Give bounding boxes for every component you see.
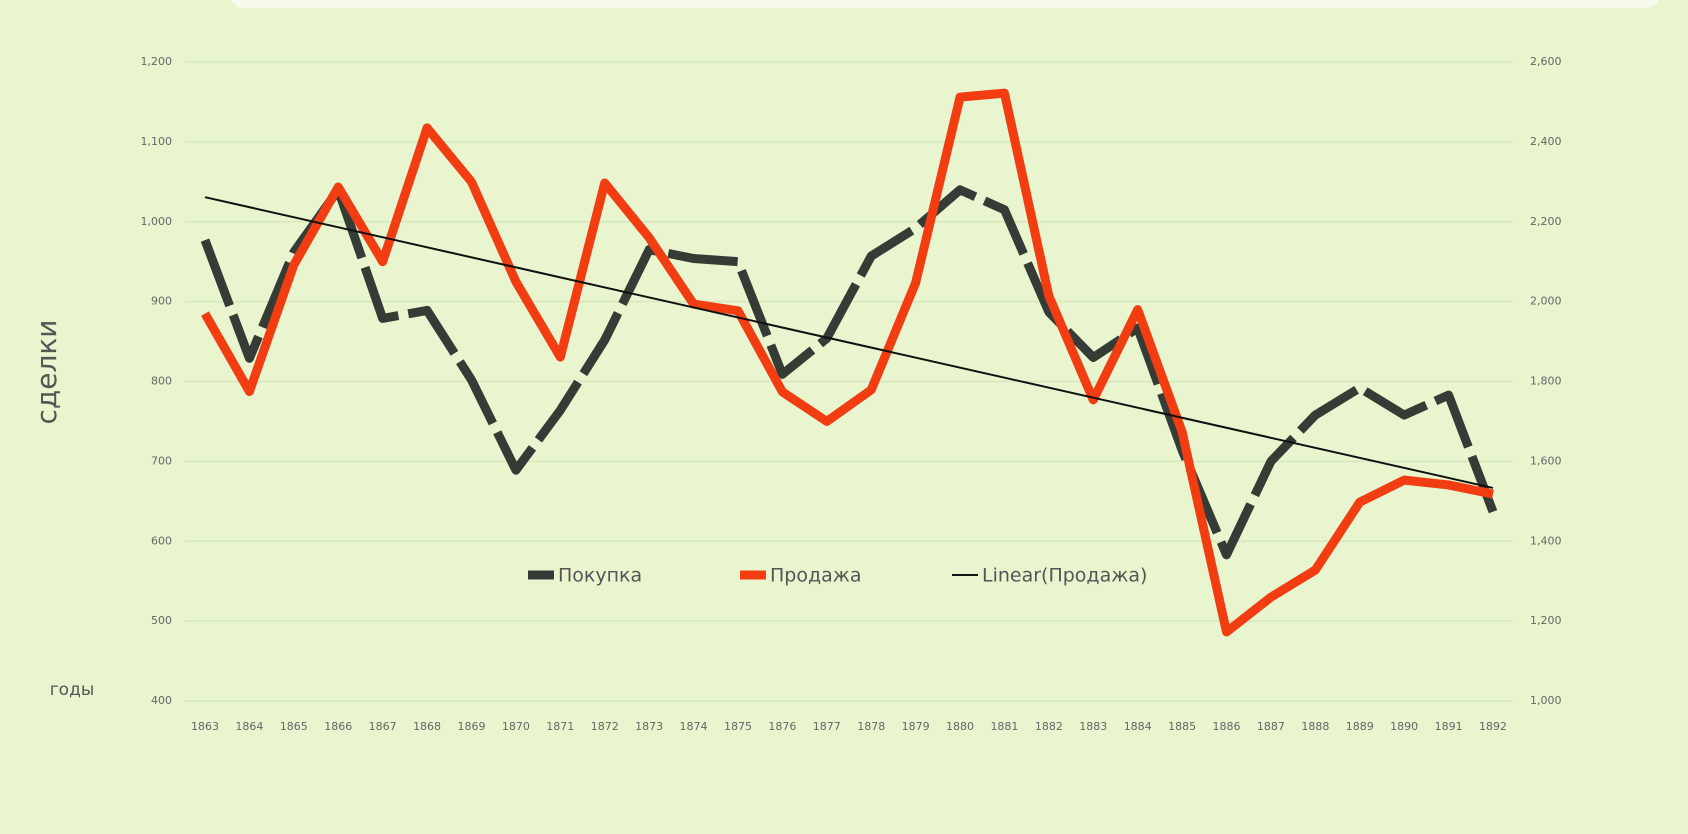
x-tick-label: 1877 [813,720,841,733]
y2-tick-label: 2,400 [1530,135,1562,148]
series-line [201,88,1494,637]
y-tick-label: 400 [151,694,172,707]
x-tick-label: 1876 [768,720,796,733]
x-tick-label: 1889 [1346,720,1374,733]
y-tick-label: 800 [151,375,172,388]
y-tick-label: 1,000 [141,215,173,228]
y-tick-label: 1,200 [141,55,173,68]
x-tick-label: 1880 [946,720,974,733]
y-tick-label: 900 [151,295,172,308]
y2-tick-label: 1,800 [1530,375,1562,388]
y2-tick-label: 2,200 [1530,215,1562,228]
y2-tick-label: 1,600 [1530,454,1562,467]
x-tick-label: 1872 [591,720,619,733]
x-tick-label: 1888 [1301,720,1329,733]
x-tick-label: 1870 [502,720,530,733]
legend-label: Покупка [558,565,642,587]
y2-tick-label: 1,000 [1530,694,1562,707]
y2-tick-label: 1,400 [1530,534,1562,547]
x-tick-label: 1871 [546,720,574,733]
x-tick-label: 1881 [990,720,1018,733]
x-tick-label: 1882 [1035,720,1063,733]
x-tick-label: 1867 [369,720,397,733]
y2-tick-label: 2,000 [1530,295,1562,308]
x-tick-label: 1890 [1390,720,1418,733]
x-tick-label: 1869 [457,720,485,733]
x-tick-label: 1885 [1168,720,1196,733]
legend-label: Linear(Продажа) [982,565,1147,587]
y-tick-label: 700 [151,454,172,467]
x-axis-title: годы [50,680,95,700]
x-tick-label: 1873 [635,720,663,733]
x-tick-label: 1868 [413,720,441,733]
legend-label: Продажа [770,565,862,587]
series-line [200,185,1498,560]
x-tick-label: 1883 [1079,720,1107,733]
y-axis-title: сделки [30,320,63,425]
y2-tick-label: 1,200 [1530,614,1562,627]
x-tick-label: 1878 [857,720,885,733]
x-tick-label: 1886 [1213,720,1241,733]
y-tick-label: 500 [151,614,172,627]
x-tick-label: 1891 [1435,720,1463,733]
trendline [204,196,1494,489]
x-tick-label: 1875 [724,720,752,733]
top-bar [231,0,1659,8]
y-tick-label: 600 [151,534,172,547]
x-tick-label: 1865 [280,720,308,733]
x-tick-label: 1864 [235,720,263,733]
x-tick-label: 1879 [902,720,930,733]
x-tick-label: 1884 [1124,720,1152,733]
x-tick-label: 1892 [1479,720,1507,733]
x-tick-label: 1866 [324,720,352,733]
y2-tick-label: 2,600 [1530,55,1562,68]
x-tick-label: 1887 [1257,720,1285,733]
y-tick-label: 1,100 [141,135,173,148]
x-tick-label: 1874 [680,720,708,733]
x-tick-label: 1863 [191,720,219,733]
